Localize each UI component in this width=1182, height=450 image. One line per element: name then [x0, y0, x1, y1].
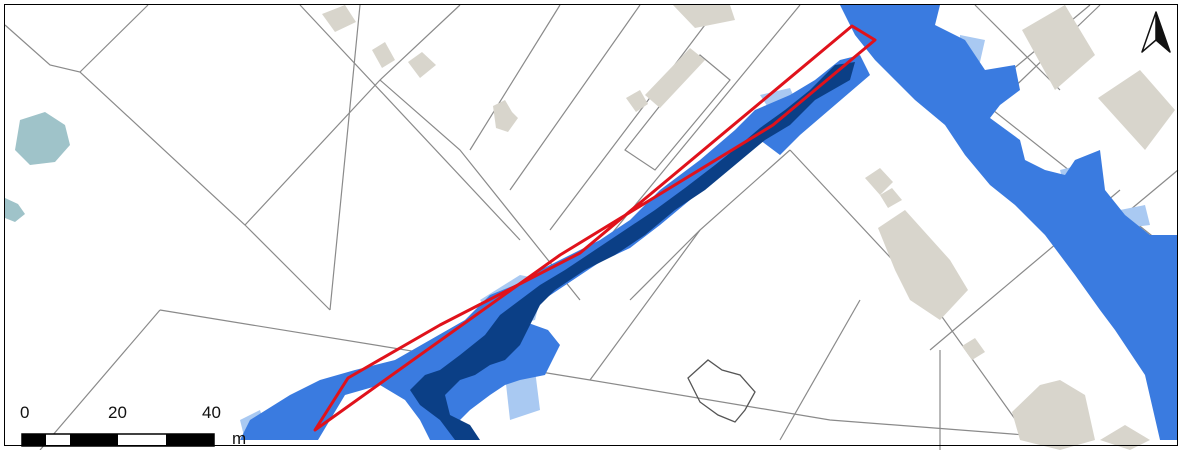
- building-outline: [687, 359, 756, 423]
- flood-medium: [240, 5, 1178, 440]
- scale-tick-0: 0: [20, 403, 30, 422]
- flood-deep: [410, 62, 855, 440]
- highlight-polygon[interactable]: [313, 24, 877, 432]
- north-arrow-icon: [1140, 10, 1172, 61]
- scale-unit: m: [232, 429, 247, 448]
- ponds: [5, 112, 70, 222]
- building-footprints: [322, 5, 1175, 450]
- scale-bar: [21, 433, 215, 447]
- scale-tick-40: 40: [202, 403, 221, 422]
- scale-tick-20: 20: [108, 403, 127, 422]
